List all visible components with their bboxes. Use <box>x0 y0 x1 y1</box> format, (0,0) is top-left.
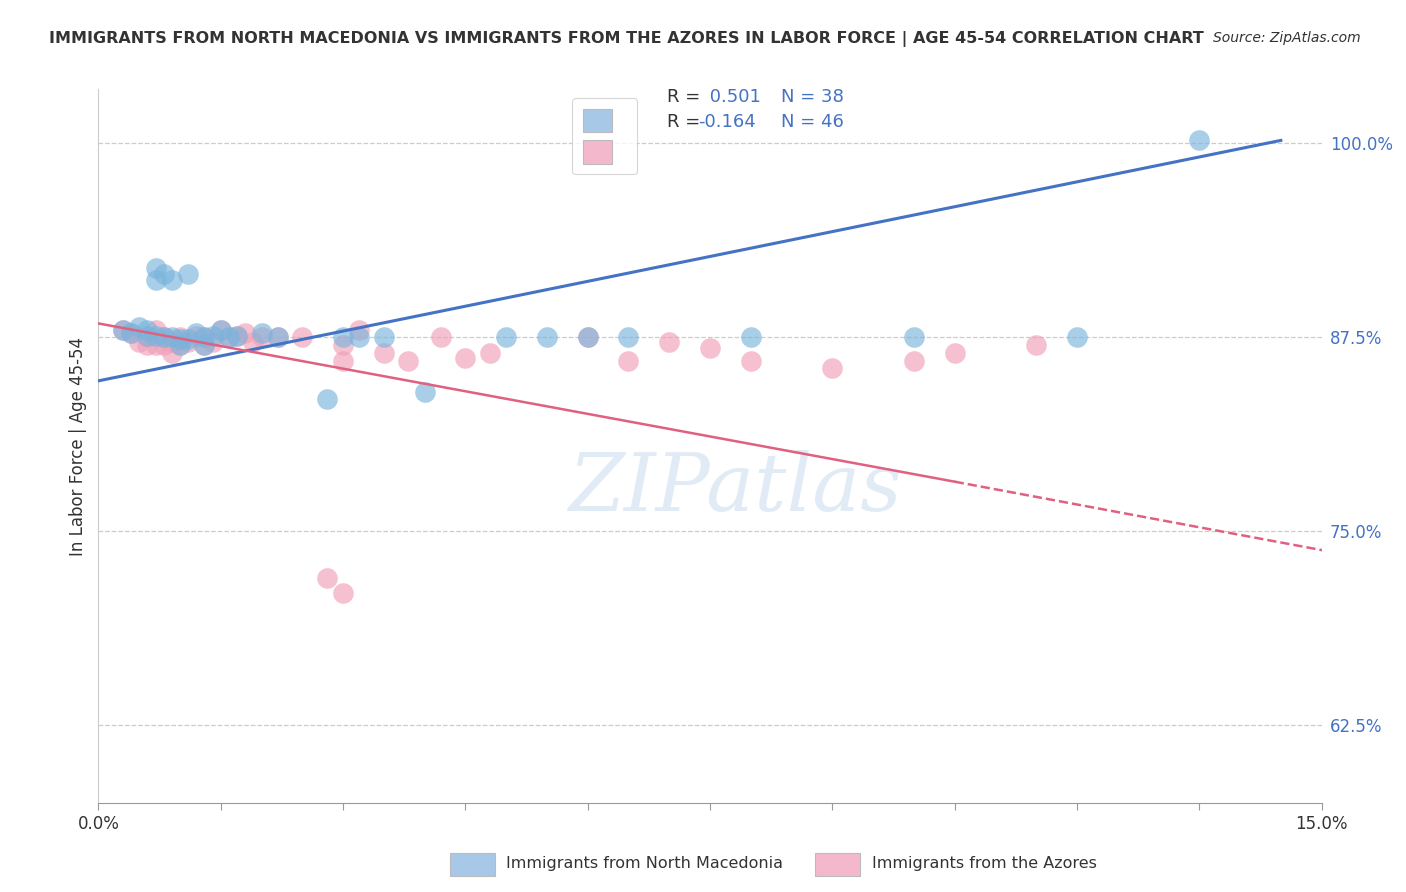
Point <box>186 329 208 343</box>
Point <box>145 338 167 352</box>
Point <box>226 329 249 343</box>
Point <box>128 319 150 334</box>
Point <box>145 273 167 287</box>
Point <box>160 346 183 360</box>
Point <box>145 329 167 343</box>
Point <box>267 330 290 344</box>
Point <box>152 267 174 281</box>
Point <box>152 330 174 344</box>
Y-axis label: In Labor Force | Age 45-54: In Labor Force | Age 45-54 <box>69 336 87 556</box>
Point <box>111 323 134 337</box>
Point <box>145 260 167 275</box>
Point <box>617 330 640 344</box>
Point <box>128 334 150 349</box>
Legend: , : , <box>572 98 637 175</box>
Point <box>740 330 762 344</box>
Point <box>536 330 558 344</box>
Point <box>209 323 232 337</box>
Text: ZIPatlas: ZIPatlas <box>568 450 901 527</box>
Point <box>617 353 640 368</box>
Point <box>315 571 337 585</box>
Point <box>332 586 354 600</box>
Point <box>478 346 501 360</box>
Point <box>315 392 337 407</box>
Point <box>373 346 395 360</box>
Point <box>177 334 200 349</box>
Point <box>120 326 142 340</box>
Point <box>169 338 191 352</box>
Point <box>291 330 314 344</box>
Point <box>699 341 721 355</box>
Point <box>903 353 925 368</box>
Point <box>169 338 191 352</box>
Point <box>373 330 395 344</box>
Text: Source: ZipAtlas.com: Source: ZipAtlas.com <box>1213 31 1361 45</box>
Text: R =: R = <box>668 87 706 106</box>
Point <box>1066 330 1088 344</box>
Point <box>658 334 681 349</box>
Text: Immigrants from North Macedonia: Immigrants from North Macedonia <box>506 856 783 871</box>
Point <box>332 330 354 344</box>
Point <box>943 346 966 360</box>
Text: IMMIGRANTS FROM NORTH MACEDONIA VS IMMIGRANTS FROM THE AZORES IN LABOR FORCE | A: IMMIGRANTS FROM NORTH MACEDONIA VS IMMIG… <box>49 31 1204 47</box>
Point <box>177 332 200 346</box>
Point <box>576 330 599 344</box>
Point <box>226 329 249 343</box>
Point <box>136 323 159 337</box>
Point <box>267 330 290 344</box>
Point <box>160 330 183 344</box>
Point <box>160 273 183 287</box>
Point <box>218 330 240 344</box>
Point <box>396 353 419 368</box>
Point <box>1025 338 1047 352</box>
Point <box>740 353 762 368</box>
Point <box>903 330 925 344</box>
Text: Immigrants from the Azores: Immigrants from the Azores <box>872 856 1097 871</box>
Point <box>250 330 273 344</box>
Point <box>193 338 215 352</box>
Point <box>193 338 215 352</box>
Point <box>454 351 477 365</box>
Point <box>349 323 371 337</box>
Point <box>233 326 256 340</box>
Text: N = 46: N = 46 <box>780 113 844 131</box>
Text: 0.501: 0.501 <box>704 87 761 106</box>
Point <box>152 338 174 352</box>
Point <box>160 334 183 349</box>
Text: -0.164: -0.164 <box>697 113 755 131</box>
Point <box>576 330 599 344</box>
Point <box>193 330 215 344</box>
Point <box>193 330 215 344</box>
Point <box>821 361 844 376</box>
Point <box>495 330 517 344</box>
Point <box>136 329 159 343</box>
Point <box>209 323 232 337</box>
Point <box>201 334 224 349</box>
Point <box>169 330 191 344</box>
Text: R =: R = <box>668 113 706 131</box>
Point <box>177 267 200 281</box>
Point <box>332 338 354 352</box>
Point <box>242 334 264 349</box>
Point <box>169 332 191 346</box>
Point <box>136 338 159 352</box>
Text: N = 38: N = 38 <box>780 87 844 106</box>
Point <box>186 326 208 340</box>
Point <box>111 323 134 337</box>
Point <box>1188 133 1211 147</box>
Point <box>332 353 354 368</box>
Point <box>349 330 371 344</box>
Point <box>218 330 240 344</box>
Point <box>413 384 436 399</box>
Point <box>120 326 142 340</box>
Point <box>250 326 273 340</box>
Point <box>201 329 224 343</box>
Point <box>430 330 453 344</box>
Point <box>136 330 159 344</box>
Point <box>145 323 167 337</box>
Point <box>152 330 174 344</box>
